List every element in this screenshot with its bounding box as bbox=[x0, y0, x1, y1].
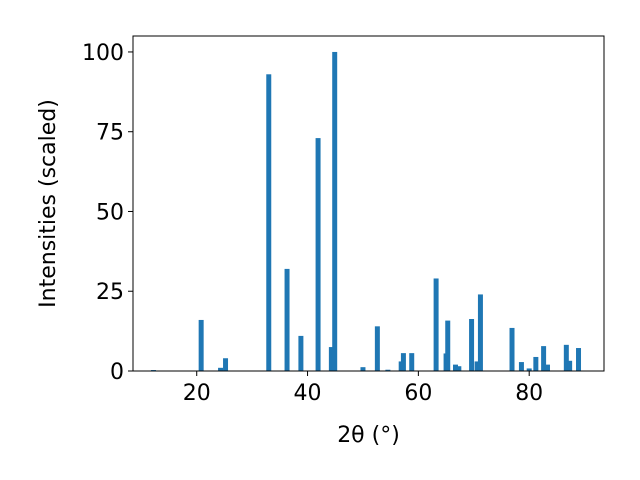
bar bbox=[332, 51, 338, 371]
bar bbox=[445, 320, 451, 371]
bar-series bbox=[151, 51, 582, 371]
x-axis: 20 40 60 80 bbox=[183, 371, 543, 406]
y-tick-label: 75 bbox=[96, 121, 124, 146]
bar bbox=[541, 346, 547, 371]
bar bbox=[453, 364, 458, 371]
x-tick-label: 20 bbox=[183, 381, 211, 406]
x-tick-label: 80 bbox=[515, 381, 543, 406]
bar bbox=[266, 74, 272, 371]
bar bbox=[298, 335, 304, 371]
bar bbox=[284, 268, 290, 371]
y-tick-label: 100 bbox=[82, 41, 124, 66]
bar bbox=[518, 362, 524, 371]
bar bbox=[544, 364, 550, 371]
bar bbox=[328, 347, 334, 371]
bar bbox=[563, 344, 569, 371]
y-tick-label: 0 bbox=[110, 360, 124, 385]
y-tick-label: 25 bbox=[96, 280, 124, 305]
bar bbox=[218, 367, 224, 371]
bar bbox=[526, 368, 532, 371]
bar bbox=[456, 366, 462, 371]
y-axis: 0 25 50 75 100 bbox=[82, 41, 133, 385]
bar bbox=[477, 294, 483, 371]
bar bbox=[567, 360, 573, 371]
plot-area bbox=[132, 35, 605, 372]
bar bbox=[198, 319, 204, 371]
bar bbox=[400, 353, 406, 371]
bar bbox=[223, 358, 229, 371]
bar bbox=[433, 278, 439, 371]
bar bbox=[409, 353, 415, 371]
x-tick-label: 60 bbox=[404, 381, 432, 406]
y-tick-label: 50 bbox=[96, 200, 124, 225]
x-axis-label: 2θ (°) bbox=[337, 423, 400, 448]
plot-frame bbox=[132, 35, 605, 372]
bar bbox=[533, 356, 539, 371]
bar bbox=[469, 319, 475, 371]
y-axis-label: Intensities (scaled) bbox=[36, 99, 61, 308]
x-tick-label: 40 bbox=[294, 381, 322, 406]
bar bbox=[315, 138, 321, 371]
bar bbox=[385, 369, 391, 371]
bar bbox=[509, 327, 515, 371]
bar bbox=[576, 348, 582, 371]
bar bbox=[360, 367, 366, 371]
bar bbox=[474, 361, 480, 371]
bar bbox=[374, 326, 380, 371]
